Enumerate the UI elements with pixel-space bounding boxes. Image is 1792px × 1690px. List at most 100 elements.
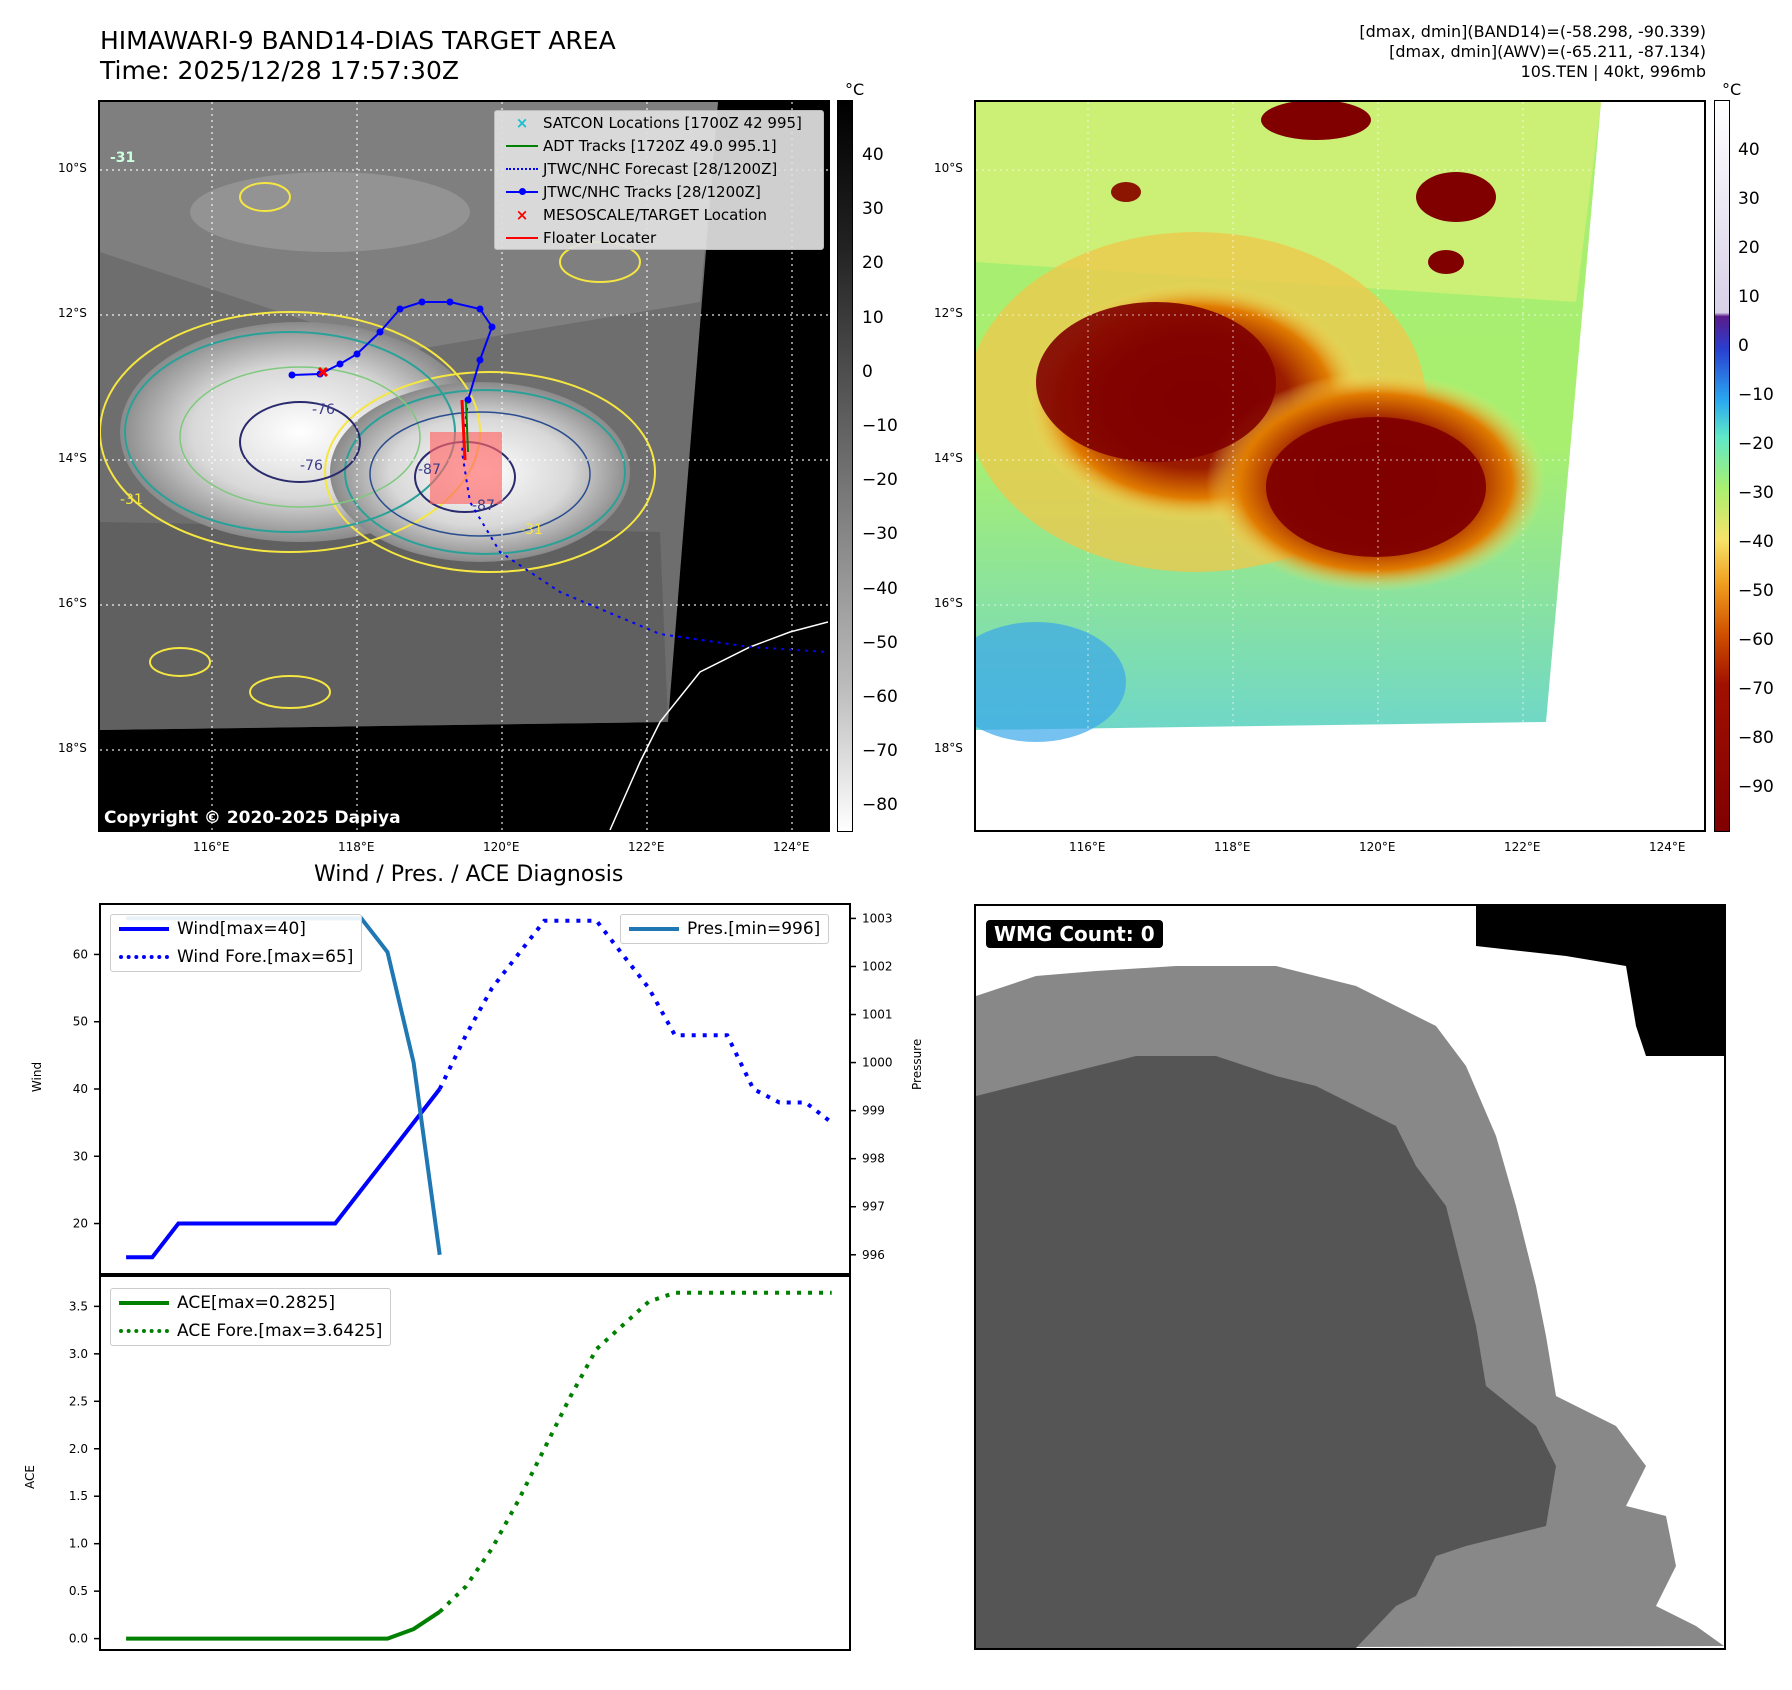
x-marker-icon: ×	[515, 113, 529, 132]
colorbar-tick-label: 20	[1738, 238, 1760, 258]
lat-label: 16°S	[58, 596, 87, 610]
colorbar-tick-label: −80	[862, 795, 898, 816]
legend-item: JTWC/NHC Tracks [28/1200Z]	[495, 180, 823, 203]
legend-item: ADT Tracks [1720Z 49.0 995.1]	[495, 134, 823, 157]
colorbar-tick-label: −40	[862, 578, 898, 599]
ir-map-panel: -31 -76 -76 -87 -87 -31 -31 × SATCON Loca…	[98, 100, 830, 832]
line-icon	[501, 236, 543, 239]
pressure-legend: Pres.[min=996]	[620, 914, 830, 944]
y-tick-label: 1.5	[69, 1489, 88, 1503]
colorbar-tick-label: −90	[1738, 777, 1774, 797]
lat-label: 12°S	[934, 306, 963, 320]
colorbar-grayscale	[837, 100, 853, 832]
dotted-line-icon	[119, 1329, 169, 1333]
colorbar-tick-label: −10	[1738, 385, 1774, 405]
lon-label: 124°E	[1649, 840, 1686, 854]
y-tick-label: 20	[73, 1217, 88, 1231]
line-icon	[501, 144, 543, 147]
figure-time: Time: 2025/12/28 17:57:30Z	[100, 56, 459, 85]
legend-item: Wind[max=40]	[111, 915, 361, 943]
colorbar-tick-label: 20	[862, 253, 884, 274]
colorbar-tick-label: −40	[1738, 532, 1774, 552]
colorbar-unit: °C	[1722, 80, 1742, 99]
y-tick-label: 2.5	[69, 1394, 88, 1408]
legend-item: Pres.[min=996]	[621, 915, 828, 943]
y-tick-label: 3.5	[69, 1299, 88, 1313]
lon-label: 124°E	[773, 840, 810, 854]
map-legend: × SATCON Locations [1700Z 42 995] ADT Tra…	[494, 110, 824, 250]
colorbar-tick-label: −30	[1738, 483, 1774, 503]
lat-label: 16°S	[934, 596, 963, 610]
colorbar-tick-label: −60	[862, 687, 898, 707]
line-icon	[629, 927, 679, 931]
colorbar-unit: °C	[845, 80, 865, 99]
wmg-panel: WMG Count: 0	[974, 904, 1726, 1650]
y-tick-label: 60	[73, 947, 88, 961]
legend-item: Floater Locater	[495, 226, 823, 249]
colorbar-tick-label: −50	[1738, 581, 1774, 601]
y2-tick-label: 1000	[862, 1056, 893, 1070]
legend-item: ACE Fore.[max=3.6425]	[111, 1317, 390, 1345]
colorbar-tick-label: −70	[862, 741, 898, 762]
y-tick-label: 40	[73, 1082, 88, 1096]
colorbar-tick-label: 0	[862, 361, 873, 382]
y-tick-label: 0.5	[69, 1584, 88, 1598]
y-tick-label: 2.0	[69, 1442, 88, 1456]
y2-tick-label: 1001	[862, 1008, 893, 1022]
y2-tick-label: 1003	[862, 911, 893, 925]
contour-label: -87	[418, 462, 441, 478]
lat-label: 10°S	[934, 161, 963, 175]
diagnosis-title: Wind / Pres. / ACE Diagnosis	[314, 862, 624, 887]
y-tick-label: 1.0	[69, 1537, 88, 1551]
colorbar-tick-label: 10	[1738, 287, 1760, 307]
y-tick-label: 30	[73, 1149, 88, 1163]
info-band14-range: [dmax, dmin](BAND14)=(-58.298, -90.339)	[1359, 22, 1706, 41]
copyright: Copyright © 2020-2025 Dapiya	[104, 808, 401, 828]
line-dot-icon	[501, 187, 543, 195]
y-tick-label: 0.0	[69, 1632, 88, 1646]
contour-label: -76	[312, 402, 335, 418]
colorbar-tick-label: 40	[1738, 140, 1760, 160]
contour-label: -31	[520, 522, 543, 538]
colorbar-tick-label: −70	[1738, 679, 1774, 699]
dotted-line-icon	[119, 955, 169, 959]
info-awv-range: [dmax, dmin](AWV)=(-65.211, -87.134)	[1389, 42, 1706, 61]
colorbar-tick-label: 30	[862, 199, 884, 220]
y2-tick-label: 997	[862, 1200, 885, 1214]
lon-label: 116°E	[1069, 840, 1106, 854]
colorbar-tick-label: −10	[862, 416, 898, 436]
info-storm: 10S.TEN | 40kt, 996mb	[1520, 62, 1706, 81]
colorbar-tick-label: −50	[862, 632, 898, 653]
colorbar-tick-label: −60	[1738, 630, 1774, 650]
dotted-line-icon	[501, 167, 543, 170]
contour-label: -87	[472, 498, 495, 514]
lon-label: 118°E	[338, 840, 375, 854]
colorbar-tick-label: 40	[862, 145, 884, 165]
figure-title: HIMAWARI-9 BAND14-DIAS TARGET AREA	[100, 26, 616, 55]
series-line-1	[437, 918, 833, 1125]
series-line-0	[126, 1087, 442, 1260]
awv-map-panel	[974, 100, 1706, 832]
lon-label: 120°E	[483, 840, 520, 854]
lon-label: 116°E	[193, 840, 230, 854]
lat-label: 14°S	[58, 451, 87, 465]
lon-label: 122°E	[628, 840, 665, 854]
colorbar-tick-label: 0	[1738, 336, 1749, 356]
line-icon	[119, 1301, 169, 1305]
colorbar-tick-label: −20	[1738, 434, 1774, 454]
series-line-1	[438, 1290, 832, 1614]
x-marker-icon: ×	[515, 205, 529, 224]
lat-label: 12°S	[58, 306, 87, 320]
ace-legend: ACE[max=0.2825] ACE Fore.[max=3.6425]	[110, 1288, 392, 1346]
colorbar-tick-label: 30	[1738, 189, 1760, 209]
contour-label: -31	[120, 492, 143, 508]
lat-label: 14°S	[934, 451, 963, 465]
lon-label: 120°E	[1359, 840, 1396, 854]
colorbar-tick-label: −80	[1738, 728, 1774, 748]
lon-label: 118°E	[1214, 840, 1251, 854]
y2-tick-label: 998	[862, 1152, 885, 1166]
legend-item: × SATCON Locations [1700Z 42 995]	[495, 111, 823, 134]
wmg-count-badge: WMG Count: 0	[986, 920, 1163, 948]
contour-label: -31	[110, 150, 136, 166]
lat-label: 10°S	[58, 161, 87, 175]
